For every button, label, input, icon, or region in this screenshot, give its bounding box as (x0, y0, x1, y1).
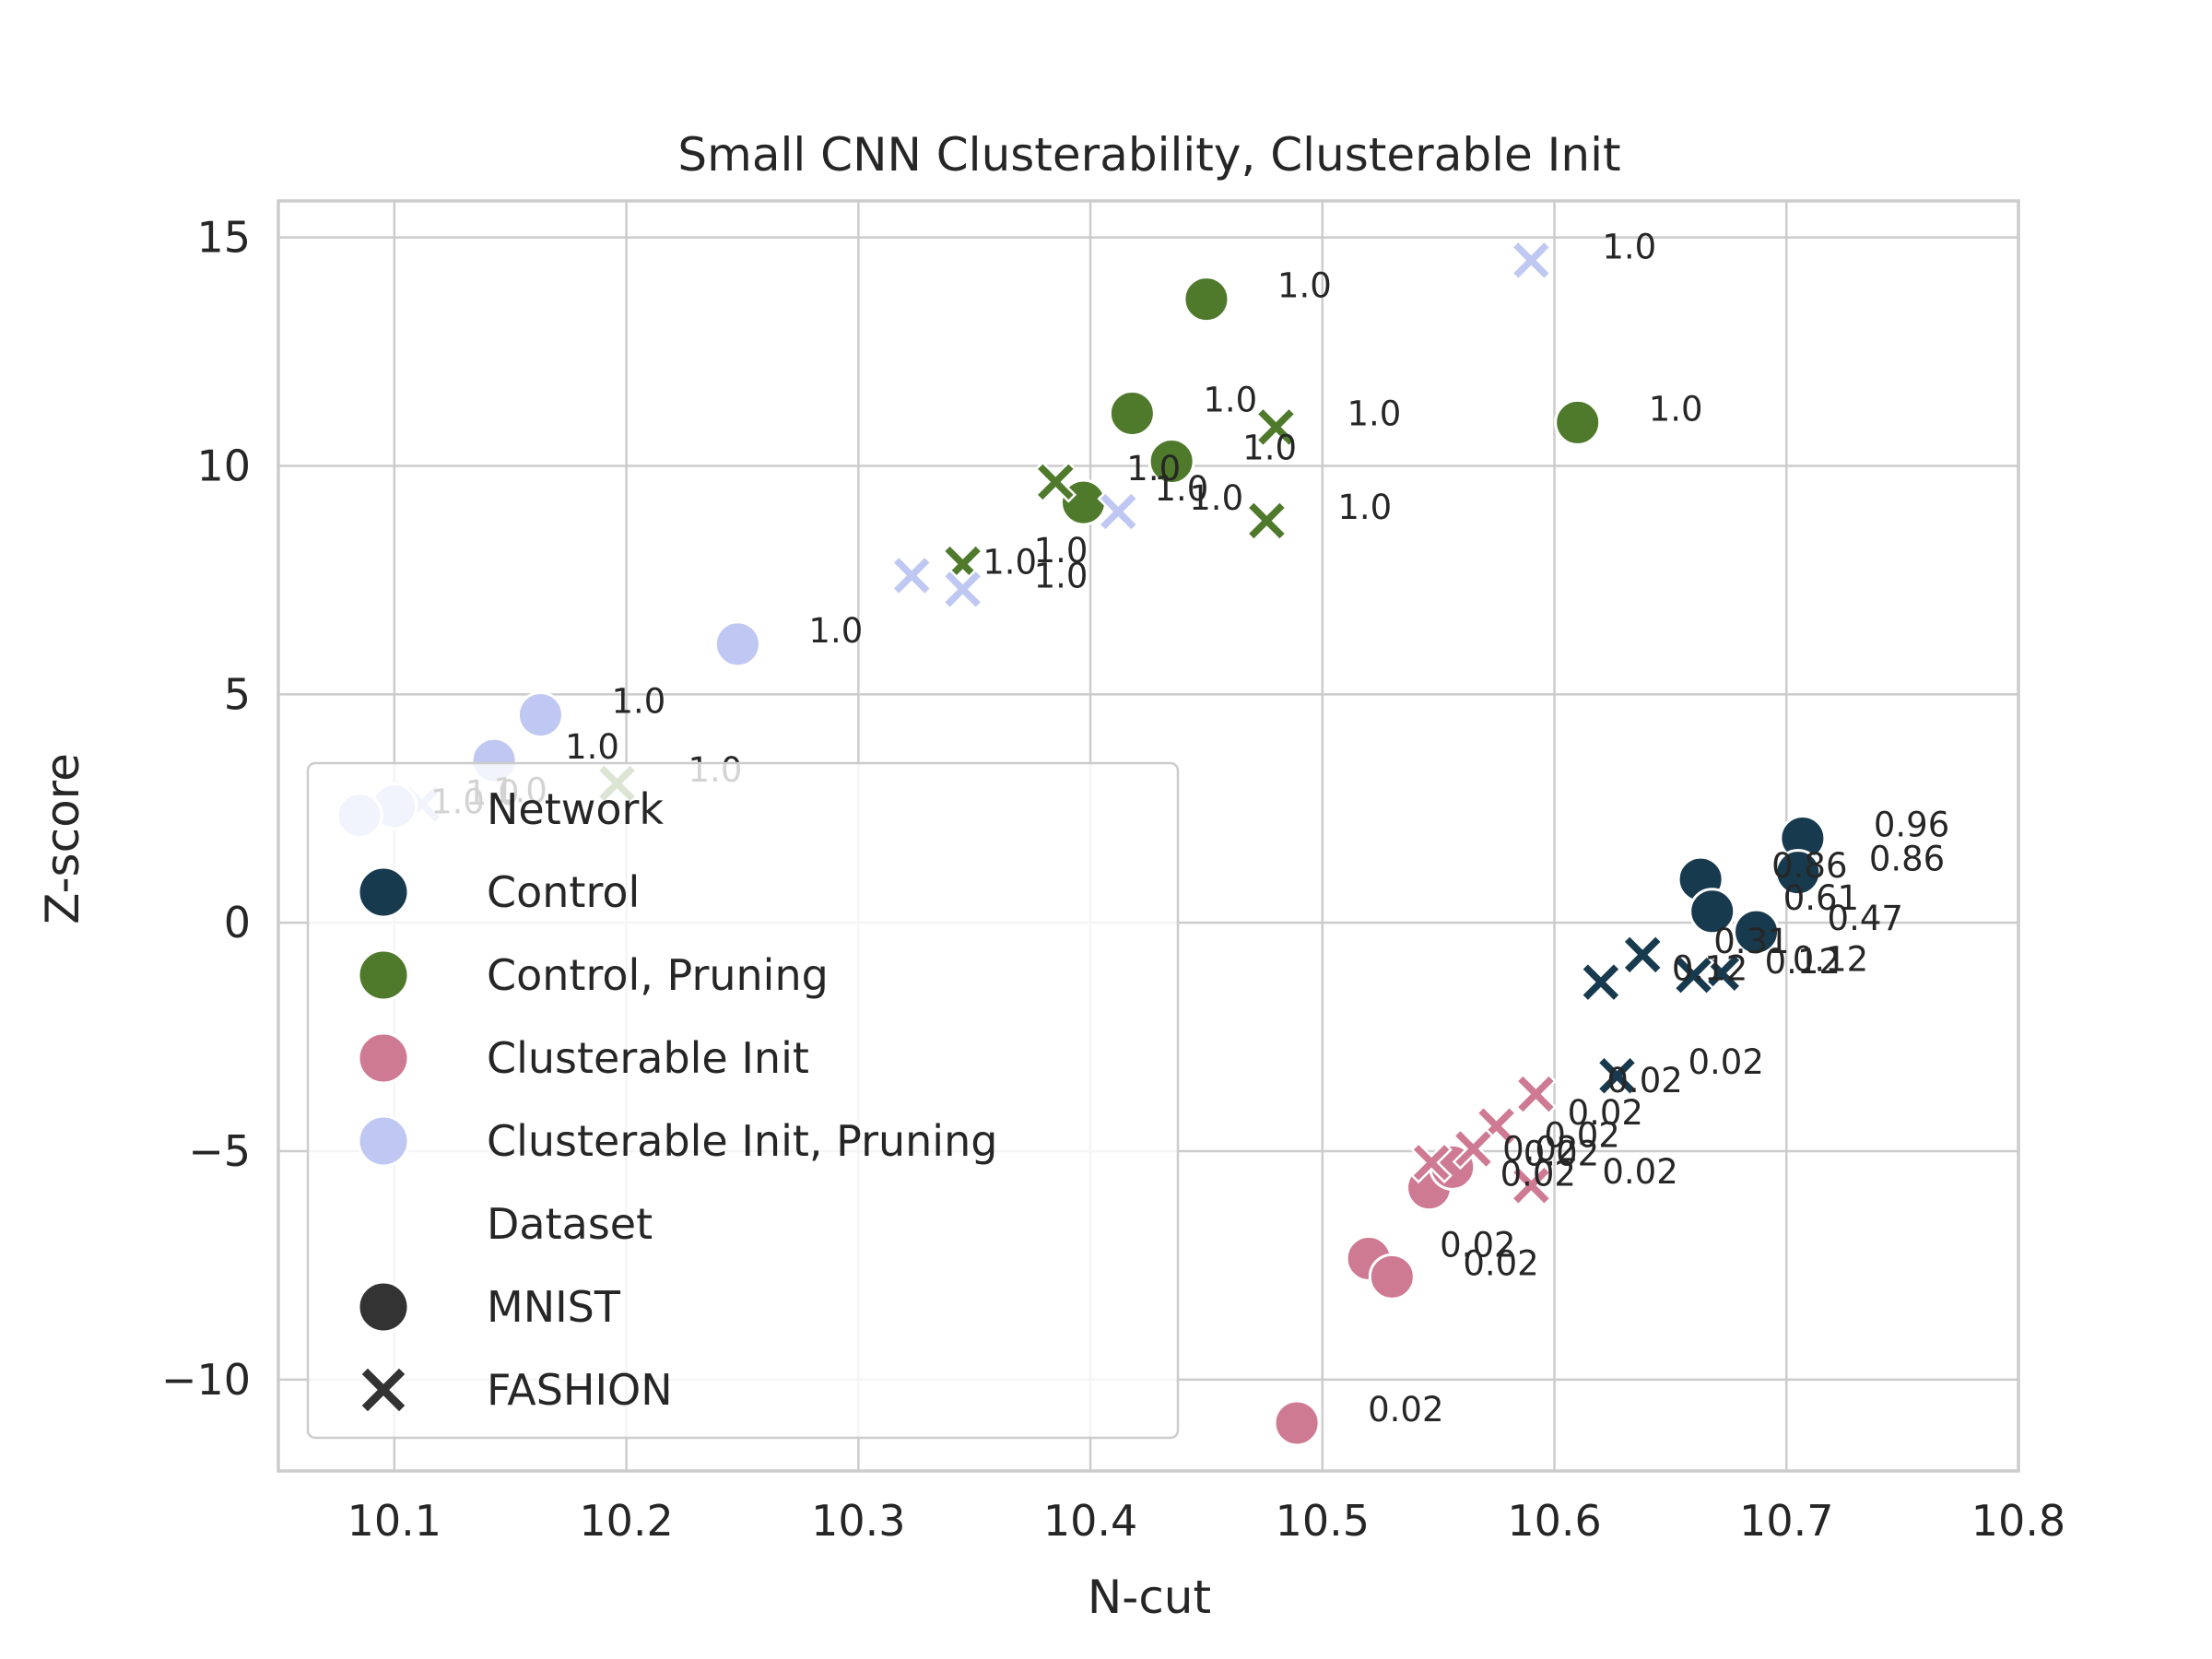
chart-title: Small CNN Clusterability, Clusterable In… (677, 128, 1620, 182)
legend-label-control-pruning: Control, Pruning (487, 950, 829, 1000)
legend: Network Control Control, Pruning Clusterabl… (306, 761, 1180, 1440)
annotation-control-pruning-fashion-2: 1.0 (1126, 449, 1181, 488)
point-control-mnist-4 (1688, 888, 1736, 935)
annotation-control-fashion-2: 0.12 (1793, 940, 1868, 980)
annotation-clusterable-init-fashion-5: 0.02 (1602, 1152, 1677, 1192)
annotation-clusterable-init-mnist-5: 0.02 (1524, 1134, 1599, 1173)
annotation-control-fashion-4: 0.12 (1672, 949, 1747, 989)
legend-label-clusterable-init: Clusterable Init (487, 1033, 809, 1083)
y-axis-ticks: 15 10 5 0 −5 −10 (161, 213, 251, 1405)
legend-marker-clusterable-init (357, 1031, 410, 1085)
y-tick-label: 15 (196, 213, 251, 263)
annotation-control-mnist-4: 0.61 (1783, 878, 1859, 918)
annotation-control-mnist-2: 0.86 (1771, 846, 1847, 886)
annotation-control-pruning-mnist-4: 1.0 (1242, 429, 1297, 468)
x-tick-label: 10.1 (347, 1496, 441, 1546)
legend-marker-control (357, 865, 410, 919)
y-tick-label: −5 (188, 1126, 251, 1176)
legend-marker-clusterable-init-pruning (357, 1114, 410, 1168)
annotation-control-pruning-mnist-1: 1.0 (1277, 266, 1332, 306)
y-tick-label: 0 (224, 898, 251, 947)
legend-label-clusterable-init-pruning: Clusterable Init, Pruning (487, 1116, 997, 1166)
annotation-clusterable-init-pruning-mnist-2: 1.0 (611, 682, 665, 722)
annotation-clusterable-init-pruning-mnist-3: 1.0 (565, 727, 619, 767)
annotation-clusterable-init-mnist-1: 0.02 (1368, 1390, 1443, 1430)
point-control-pruning-mnist-1 (1182, 276, 1230, 324)
y-tick-label: 5 (224, 669, 251, 719)
x-tick-label: 10.3 (811, 1496, 905, 1546)
annotation-clusterable-init-fashion-3: 0.02 (1544, 1116, 1619, 1156)
point-control-pruning-mnist-3 (1108, 389, 1156, 437)
y-axis-label: Z-score (36, 753, 89, 924)
legend-marker-fashion (359, 1365, 408, 1415)
annotation-control-fashion-1: 0.31 (1713, 922, 1789, 961)
point-control-pruning-mnist-4 (1147, 438, 1195, 486)
legend-marker-control-pruning (357, 948, 410, 1002)
point-clusterable-init-fashion-3 (1452, 1127, 1495, 1171)
x-tick-label: 10.2 (579, 1496, 673, 1546)
x-axis-ticks: 10.1 10.2 10.3 10.4 10.5 10.6 10.7 10.8 (347, 1496, 2066, 1546)
point-control-pruning-fashion-2 (1034, 461, 1077, 503)
annotation-control-pruning-mnist-2: 1.0 (1649, 389, 1703, 429)
annotation-clusterable-init-pruning-fashion-1: 1.0 (1602, 227, 1656, 266)
annotation-control-fashion-3: 0.12 (1765, 942, 1841, 982)
annotation-clusterable-init-pruning-fashion-2: 1.0 (1189, 478, 1243, 518)
point-clusterable-init-mnist-1 (1273, 1399, 1321, 1447)
legend-label-control: Control (487, 867, 640, 917)
y-tick-label: −10 (161, 1355, 251, 1405)
annotation-control-mnist-5: 0.47 (1828, 899, 1903, 938)
legend-network-title: Network (487, 784, 664, 834)
annotation-control-pruning-mnist-5: 1.0 (1155, 469, 1209, 509)
legend-label-mnist: MNIST (487, 1282, 621, 1332)
annotation-control-mnist-1: 0.96 (1874, 805, 1949, 844)
legend-box (306, 761, 1180, 1440)
point-clusterable-init-pruning-fashion-3 (890, 554, 933, 597)
y-tick-label: 10 (196, 441, 251, 490)
point-control-fashion-3 (1672, 954, 1715, 996)
point-clusterable-init-pruning-mnist-2 (516, 691, 564, 739)
annotation-clusterable-init-mnist-2: 0.02 (1440, 1226, 1515, 1265)
point-clusterable-init-pruning-fashion-2 (1097, 490, 1140, 533)
legend-label-fashion: FASHION (487, 1365, 673, 1415)
point-clusterable-init-fashion-5 (1510, 1164, 1553, 1206)
x-tick-label: 10.4 (1043, 1496, 1137, 1546)
x-tick-label: 10.8 (1971, 1496, 2065, 1546)
annotation-clusterable-init-fashion-4: 0.02 (1502, 1129, 1578, 1169)
x-tick-label: 10.7 (1739, 1496, 1833, 1546)
point-control-mnist-3 (1774, 849, 1822, 897)
annotation-control-pruning-fashion-1: 1.0 (1347, 394, 1401, 433)
point-clusterable-init-pruning-fashion-1 (1510, 239, 1553, 282)
annotation-clusterable-init-pruning-mnist-1: 1.0 (808, 611, 863, 651)
annotation-clusterable-init-fashion-1: 0.02 (1606, 1061, 1682, 1100)
point-control-mnist-5 (1733, 908, 1781, 956)
point-clusterable-init-mnist-3 (1368, 1253, 1416, 1300)
x-axis-label: N-cut (1088, 1571, 1211, 1624)
annotation-control-fashion-5: 0.02 (1688, 1042, 1764, 1082)
x-tick-label: 10.5 (1276, 1496, 1370, 1546)
annotation-control-pruning-mnist-3: 1.0 (1203, 380, 1257, 419)
point-control-pruning-mnist-2 (1554, 398, 1602, 446)
legend-dataset-title: Dataset (487, 1199, 653, 1249)
point-clusterable-init-fashion-4 (1410, 1141, 1453, 1184)
point-control-pruning-fashion-3 (1245, 500, 1288, 542)
annotation-control-pruning-fashion-3: 1.0 (1337, 488, 1392, 527)
legend-marker-mnist (357, 1280, 410, 1334)
annotation-clusterable-init-pruning-fashion-4: 1.0 (1034, 556, 1088, 595)
point-control-fashion-1 (1621, 934, 1664, 976)
annotation-control-pruning-fashion-4: 1.0 (1034, 531, 1088, 571)
point-control-fashion-4 (1580, 960, 1622, 1004)
x-tick-label: 10.6 (1507, 1496, 1601, 1546)
point-clusterable-init-pruning-mnist-1 (713, 620, 761, 668)
plot-frame (276, 199, 2020, 1473)
annotation-clusterable-init-mnist-4: 0.02 (1500, 1155, 1576, 1194)
annotation-clusterable-init-pruning-fashion-3: 1.0 (982, 542, 1037, 582)
annotation-clusterable-init-mnist-3: 0.02 (1463, 1243, 1538, 1283)
point-clusterable-init-fashion-1 (1514, 1073, 1558, 1115)
point-control-fashion-5 (1595, 1054, 1639, 1097)
point-control-pruning-fashion-1 (1254, 406, 1298, 449)
annotation-clusterable-init-fashion-2: 0.02 (1568, 1093, 1643, 1133)
annotation-control-mnist-3: 0.86 (1869, 840, 1945, 879)
point-clusterable-init-pruning-fashion-4 (941, 568, 984, 611)
